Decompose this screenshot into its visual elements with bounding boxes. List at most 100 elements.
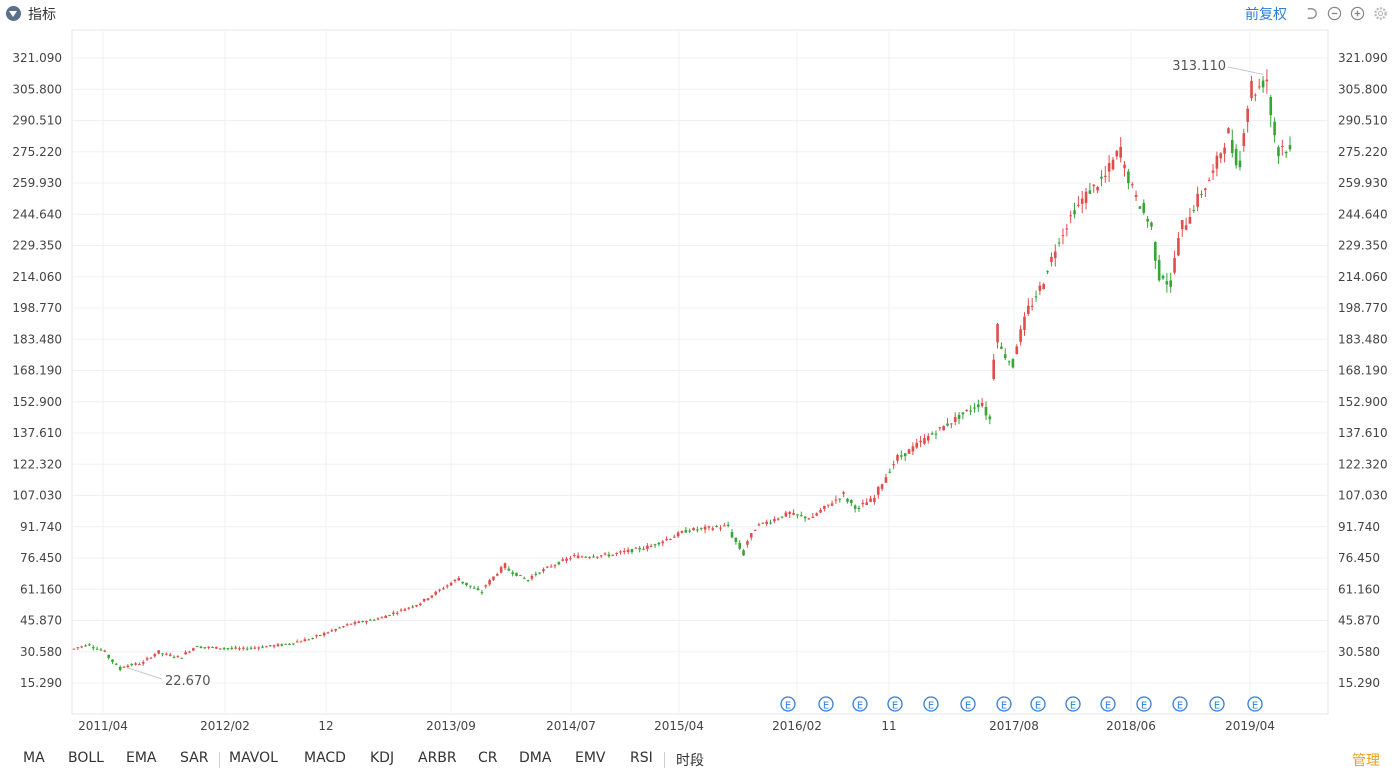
indicator-emv[interactable]: EMV [575,750,606,766]
candle-body [511,572,514,574]
candle-body [915,442,919,448]
candle-body [449,582,453,586]
adjust-mode-button[interactable]: 前复权 [1245,7,1287,23]
candle-body [765,521,768,525]
manage-button[interactable]: 管理 [1352,753,1380,769]
indicator-ema[interactable]: EMA [126,750,157,766]
candle-body [91,647,95,649]
zoom-in-icon[interactable] [1350,6,1365,21]
candle-body [696,529,699,531]
candle-body [230,647,234,649]
candle-body [603,553,607,555]
candle-body [415,605,418,607]
candle-body [1150,222,1153,227]
candle-body [642,548,645,550]
y-tick-label-left: 61.160 [20,582,62,596]
indicator-boll[interactable]: BOLL [68,750,104,766]
indicator-macd[interactable]: MACD [304,750,346,766]
candle-body [484,585,488,587]
indicator-arbr[interactable]: ARBR [418,750,457,766]
indicator-mavol[interactable]: MAVOL [229,750,278,766]
indicator-ma[interactable]: MA [23,750,45,766]
event-marker-letter: E [1177,701,1183,712]
y-tick-label-left: 122.320 [12,457,62,471]
candle-body [596,556,599,558]
candle-body [1211,170,1215,173]
candle-body [1254,94,1257,96]
candle-body [292,643,295,645]
event-marker-icon [1172,696,1188,712]
zoom-out-icon[interactable] [1327,6,1342,21]
candle-body [723,525,726,527]
candle-body [634,547,638,549]
event-marker-letter: E [1035,701,1041,712]
candlestick-chart[interactable]: 321.090 321.090 305.800 305.800 290.510 290.5… [0,28,1399,742]
indicator-cr[interactable]: CR [478,750,498,766]
candle-body [526,580,530,582]
candle-body [973,407,976,409]
candle-body [1092,184,1096,187]
candle-body [957,414,961,419]
indicator-session[interactable]: 时段 [676,753,704,769]
candle-body [461,581,464,584]
candle-body [703,526,707,530]
candle-body [226,648,230,650]
candle-body [638,548,641,550]
indicator-sar[interactable]: SAR [180,750,209,766]
candle-body [1154,241,1157,261]
candle-body [738,543,742,549]
candle-body [1234,148,1238,166]
candle-body [788,512,792,515]
indicator-kdj[interactable]: KDJ [370,750,395,766]
candle-body [419,603,422,605]
candle-body [1046,271,1049,273]
candle-body [880,484,884,489]
y-tick-label-left: 30.580 [20,645,62,659]
candle-body [746,541,749,545]
candle-body [719,527,722,529]
y-tick-label-left: 168.190 [12,364,62,378]
event-marker-letter: E [1252,701,1258,712]
reset-icon[interactable] [1304,6,1319,21]
y-tick-label-right: 214.060 [1338,270,1388,284]
candle-body [619,551,622,553]
settings-gear-icon[interactable] [1373,6,1388,21]
candle-body [734,537,738,543]
y-tick-label-right: 290.510 [1338,114,1388,128]
candle-body [1204,188,1207,191]
candle-body [661,541,665,544]
candle-body [580,556,584,558]
candle-body [1230,140,1234,154]
indicator-dma[interactable]: DMA [519,750,552,766]
indicator-title[interactable]: 指标 [28,7,56,23]
candle-body [1057,242,1061,244]
candle-body [191,648,195,651]
event-marker-letter: E [1001,701,1007,712]
candle-body [869,498,872,502]
candle-body [546,566,549,568]
candle-body [684,530,688,533]
candle-body [688,530,691,532]
candle-body [946,423,949,426]
candle-body [365,621,368,623]
candle-body [465,582,468,586]
candle-body [1165,281,1169,285]
candle-body [157,650,160,654]
event-marker-letter: E [928,701,934,712]
candle-body [753,529,757,531]
indicator-rsi[interactable]: RSI [630,750,653,766]
candle-body [830,503,834,506]
y-tick-label-right: 122.320 [1338,457,1388,471]
candle-body [257,647,261,649]
candle-body [384,615,387,618]
event-marker-icon [1247,696,1263,712]
event-marker-icon [1030,696,1046,712]
event-marker-letter: E [1070,701,1076,712]
event-marker-letter: E [965,701,971,712]
candle-body [1281,146,1284,148]
candle-body [653,544,657,546]
candle-body [911,446,915,452]
indicator-collapse-icon[interactable] [6,6,21,21]
candle-body [807,518,811,520]
y-tick-label-left: 321.090 [12,51,62,65]
